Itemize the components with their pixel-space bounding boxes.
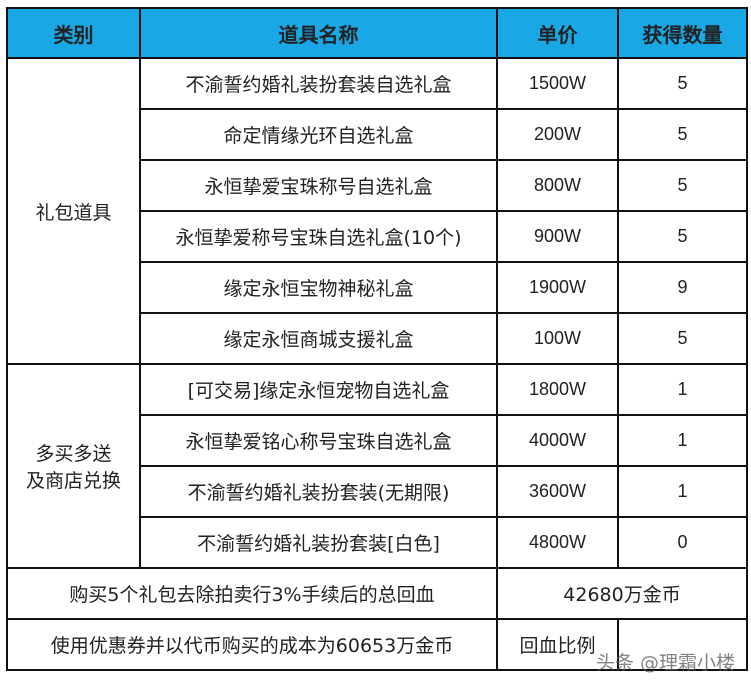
return-label: 购买5个礼包去除拍卖行3%手续后的总回血 [6, 567, 498, 620]
item-price: 100W [496, 312, 619, 365]
item-price: 1500W [496, 57, 619, 110]
item-price: 900W [496, 210, 619, 263]
ratio-value [617, 618, 748, 671]
item-name: 缘定永恒宝物神秘礼盒 [139, 261, 498, 314]
table-row: 礼包道具 不渝誓约婚礼装扮套装自选礼盒 1500W 5 [6, 57, 748, 365]
item-name: 永恒挚爱称号宝珠自选礼盒(10个) [139, 210, 498, 263]
return-value: 42680万金币 [496, 567, 748, 620]
item-quantity: 5 [617, 108, 748, 161]
item-name: [可交易]缘定永恒宠物自选礼盒 [139, 363, 498, 416]
table-row: 不渝誓约婚礼装扮套装(无期限) 3600W 1 [7, 465, 748, 518]
item-quantity: 5 [617, 210, 748, 263]
item-name: 缘定永恒商城支援礼盒 [139, 312, 498, 365]
category-cell: 礼包道具 [6, 57, 141, 365]
summary-return-row: 购买5个礼包去除拍卖行3%手续后的总回血 42680万金币 [6, 567, 748, 620]
item-name: 不渝誓约婚礼装扮套装[白色] [139, 516, 498, 569]
ratio-label: 回血比例 [496, 618, 619, 671]
item-name: 不渝誓约婚礼装扮套装自选礼盒 [139, 57, 498, 110]
cost-label: 使用优惠券并以代币购买的成本为60653万金币 [6, 618, 498, 671]
item-price: 800W [496, 159, 619, 212]
item-price: 4000W [496, 414, 619, 467]
category-label-line2: 及商店兑换 [25, 470, 121, 492]
item-name: 不渝誓约婚礼装扮套装(无期限) [139, 465, 498, 518]
category-label: 礼包道具 [35, 201, 112, 224]
item-quantity: 0 [617, 516, 748, 569]
category-cell: 多买多送 及商店兑换 [6, 363, 141, 569]
header-category: 类别 [6, 7, 141, 59]
item-quantity: 5 [617, 57, 748, 110]
category-label-line1: 多买多送 [35, 443, 112, 465]
table-row: 永恒挚爱铭心称号宝珠自选礼盒 4000W 1 [7, 414, 748, 467]
item-name: 永恒挚爱宝珠称号自选礼盒 [139, 159, 498, 212]
item-price: 4800W [496, 516, 619, 569]
table-row: 不渝誓约婚礼装扮套装[白色] 4800W 0 [7, 516, 748, 569]
item-price: 1800W [496, 363, 619, 416]
item-quantity: 5 [617, 159, 748, 212]
table-row: 命定情缘光环自选礼盒 200W 5 [7, 108, 748, 161]
item-quantity: 9 [617, 261, 748, 314]
table-row: 多买多送 及商店兑换 [可交易]缘定永恒宠物自选礼盒 1800W 1 [6, 363, 748, 569]
item-price: 1900W [496, 261, 619, 314]
item-price: 3600W [496, 465, 619, 518]
header-item-name: 道具名称 [139, 7, 498, 59]
item-quantity: 1 [617, 363, 748, 416]
item-table: 类别 道具名称 单价 获得数量 礼包道具 不渝誓约婚礼装扮套装自选礼盒 1500W 5… [6, 7, 748, 671]
table-row: 缘定永恒商城支援礼盒 100W 5 [7, 312, 748, 365]
header-quantity: 获得数量 [617, 7, 748, 59]
table-row: 缘定永恒宝物神秘礼盒 1900W 9 [7, 261, 748, 314]
header-row: 类别 道具名称 单价 获得数量 [6, 7, 748, 59]
table-row: 永恒挚爱称号宝珠自选礼盒(10个) 900W 5 [7, 210, 748, 263]
watermark: 头条 @理霜小楼 [596, 652, 736, 674]
header-price: 单价 [496, 7, 619, 59]
item-quantity: 1 [617, 465, 748, 518]
table-row: 永恒挚爱宝珠称号自选礼盒 800W 5 [7, 159, 748, 212]
item-quantity: 5 [617, 312, 748, 365]
item-name: 命定情缘光环自选礼盒 [139, 108, 498, 161]
item-name: 永恒挚爱铭心称号宝珠自选礼盒 [139, 414, 498, 467]
summary-cost-row: 使用优惠券并以代币购买的成本为60653万金币 回血比例 [6, 618, 748, 671]
item-quantity: 1 [617, 414, 748, 467]
item-price: 200W [496, 108, 619, 161]
